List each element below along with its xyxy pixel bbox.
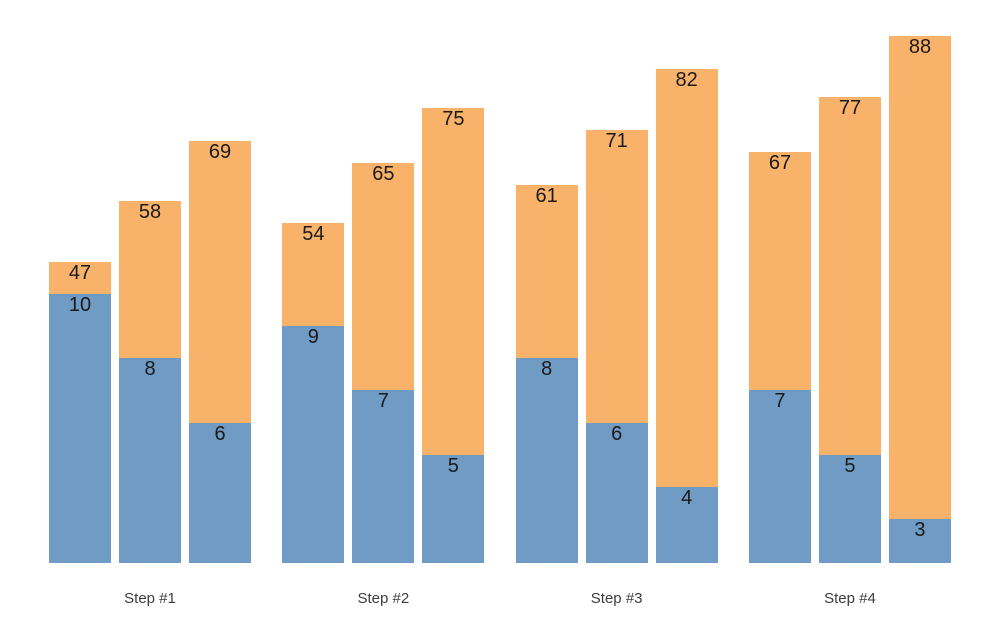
bar-segment-orange: [282, 223, 345, 327]
bar-segment-blue: [818, 454, 881, 563]
category-label: Step #1: [124, 590, 176, 607]
bar-segment-orange: [888, 35, 951, 519]
bar-segment-orange: [818, 96, 881, 455]
bar-segment-blue: [282, 326, 345, 563]
bar-segment-blue: [352, 390, 415, 563]
bar-segment-blue: [49, 293, 111, 563]
bar-segment-orange: [119, 201, 181, 359]
bar-segment-blue: [585, 422, 648, 563]
bar-segment-orange: [422, 107, 485, 455]
bar-segment-orange: [515, 184, 578, 359]
category-label: Step #3: [590, 590, 643, 607]
bar-segment-blue: [119, 358, 181, 563]
bar-segment-blue: [888, 518, 951, 563]
bar-segment-blue: [515, 358, 578, 563]
bar-segment-blue: [189, 422, 251, 563]
bar-segment-orange: [655, 69, 718, 487]
bar-segment-orange: [748, 151, 811, 391]
category-label: Step #4: [824, 590, 876, 607]
bar-segment-orange: [49, 261, 111, 294]
bar-segment-orange: [352, 162, 415, 391]
bar-segment-blue: [422, 454, 485, 563]
bar-segment-orange: [585, 129, 648, 423]
category-label: Step #2: [357, 590, 410, 607]
bar-segment-blue: [748, 390, 811, 563]
bar-segment-orange: [189, 140, 251, 423]
bar-segment-blue: [655, 486, 718, 563]
